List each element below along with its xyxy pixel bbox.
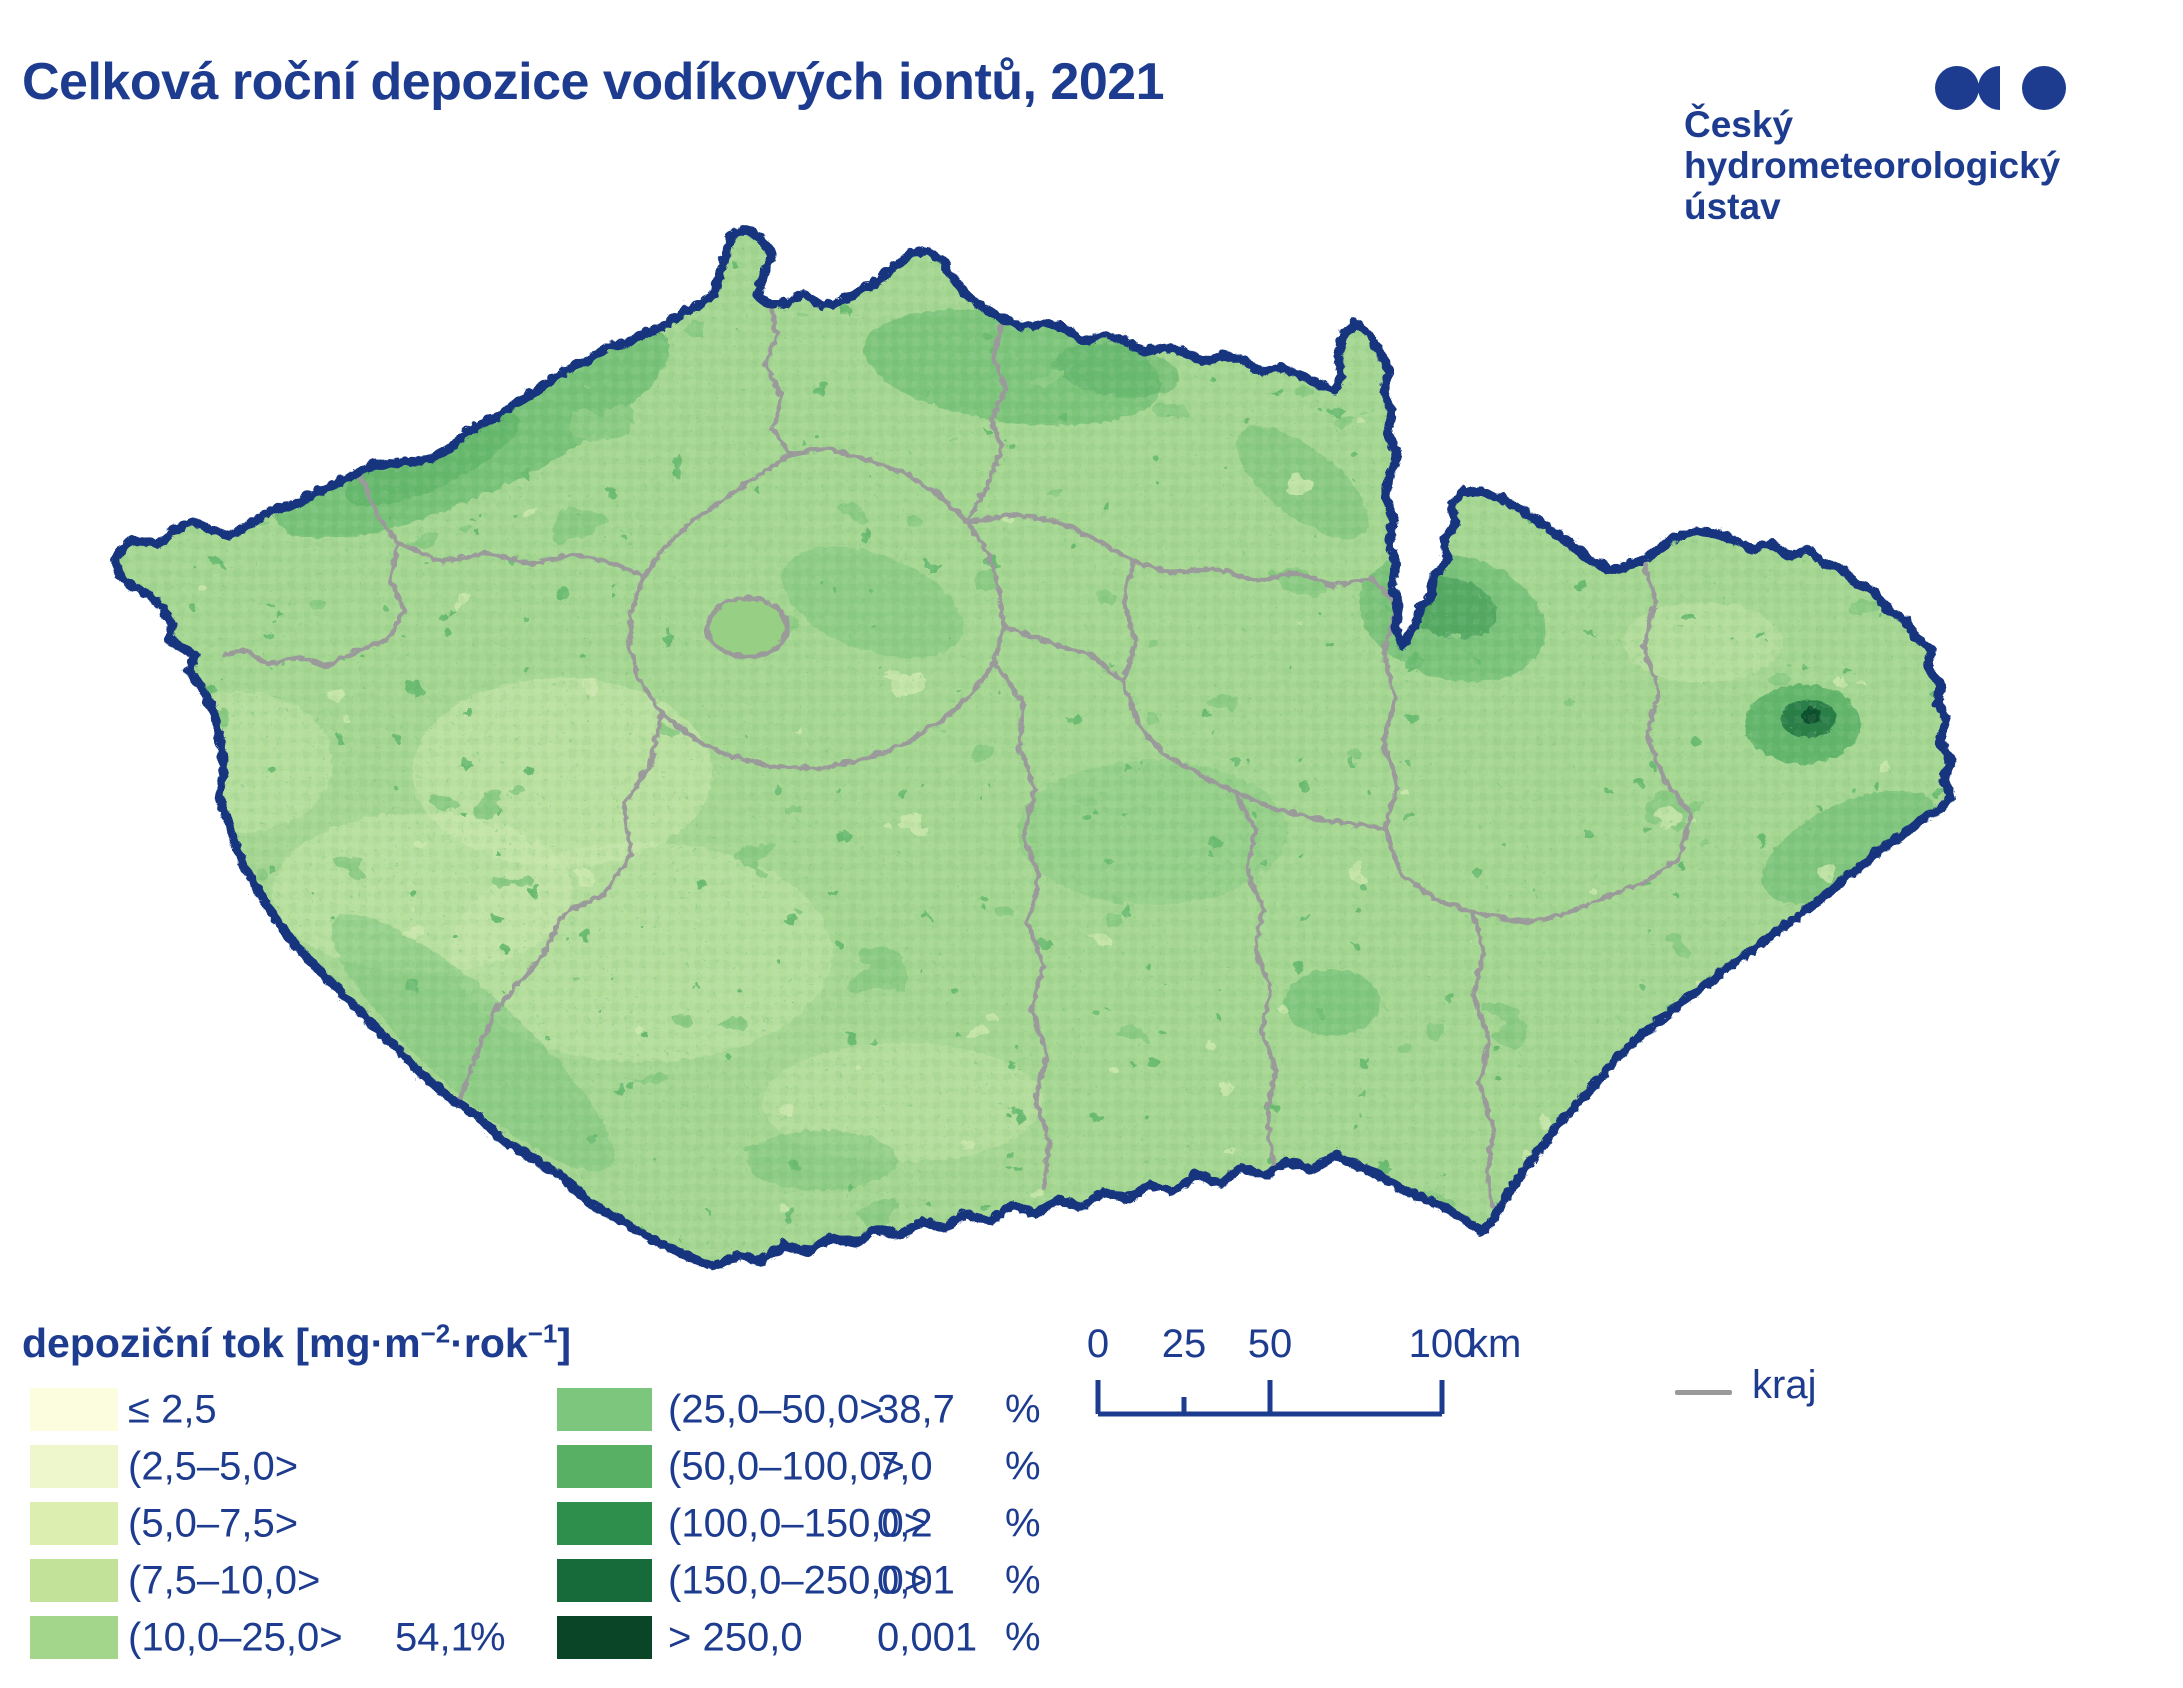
legend-item: (10,0–25,0> 54,1 % — [30, 1615, 555, 1659]
legend-label: (10,0–25,0> — [128, 1615, 343, 1659]
legend-percent-unit: % — [470, 1615, 506, 1659]
legend-unit-prefix: depoziční tok [mg·m — [22, 1320, 421, 1366]
legend-item: > 250,0 0,001 % — [557, 1615, 1082, 1659]
legend-item: (25,0–50,0> 38,7 % — [557, 1387, 1082, 1431]
legend-label: (50,0–100,0> — [668, 1444, 905, 1488]
legend-label: (150,0–250,0> — [668, 1558, 928, 1602]
legend-swatch — [30, 1502, 118, 1545]
legend-column-left: ≤ 2,5 (2,5–5,0> (5,0–7,5> (7,5–10,0> (10… — [30, 1387, 555, 1688]
legend-title: depoziční tok [mg·m−2·rok−1] — [22, 1320, 571, 1367]
legend-percent: 0,01 — [877, 1558, 955, 1602]
logo-text-line1: Český — [1684, 104, 1794, 145]
legend-swatch — [557, 1616, 652, 1659]
kraj-label: kraj — [1752, 1363, 1817, 1407]
legend-swatch — [30, 1616, 118, 1659]
legend-item: (100,0–150,0> 0,2 % — [557, 1501, 1082, 1545]
scale-label-0: 0 — [1086, 1322, 1110, 1366]
legend-unit-sup1: −2 — [420, 1318, 451, 1349]
legend-swatch — [30, 1559, 118, 1602]
scale-bar-ruler — [1095, 1380, 1445, 1417]
legend-item: (2,5–5,0> — [30, 1444, 555, 1488]
legend-percent: 38,7 — [877, 1387, 955, 1431]
legend-percent: 54,1 — [395, 1615, 473, 1659]
legend-item: (50,0–100,0> 7,0 % — [557, 1444, 1082, 1488]
legend-label: > 250,0 — [668, 1615, 803, 1659]
legend-label: ≤ 2,5 — [128, 1387, 217, 1431]
legend-label: (2,5–5,0> — [128, 1444, 299, 1488]
legend-percent-unit: % — [1005, 1558, 1041, 1602]
map-scale-bar: 0 25 50 100 km — [1060, 1322, 1600, 1432]
legend-item: (5,0–7,5> — [30, 1501, 555, 1545]
logo-text-line2: hydrometeorologický — [1684, 145, 2061, 186]
kraj-legend: kraj — [1675, 1363, 1895, 1428]
raster-texture — [113, 227, 1949, 1263]
legend-column-right: (25,0–50,0> 38,7 % (50,0–100,0> 7,0 % (1… — [557, 1387, 1082, 1688]
legend-label: (100,0–150,0> — [668, 1501, 928, 1545]
chmu-logo-text: Český hydrometeorologický ústav — [1684, 104, 2060, 227]
legend-label: (5,0–7,5> — [128, 1501, 299, 1545]
legend-swatch — [557, 1445, 652, 1488]
legend-swatch — [30, 1445, 118, 1488]
kraj-boundaries — [219, 298, 1692, 1208]
legend-label: (25,0–50,0> — [668, 1387, 883, 1431]
scale-unit: km — [1468, 1322, 1522, 1366]
chmu-logo-icon — [1935, 66, 2066, 110]
legend-item: (7,5–10,0> — [30, 1558, 555, 1602]
legend-swatch — [557, 1559, 652, 1602]
scale-label-50: 50 — [1247, 1322, 1293, 1366]
legend-percent-unit: % — [1005, 1501, 1041, 1545]
prague-boundary — [702, 593, 788, 657]
legend-item: (150,0–250,0> 0,01 % — [557, 1558, 1082, 1602]
legend-swatch — [557, 1502, 652, 1545]
kraj-line-swatch — [1675, 1390, 1732, 1395]
logo-text-line3: ústav — [1684, 186, 1781, 227]
legend-unit-mid: ·rok — [450, 1320, 528, 1366]
scale-label-25: 25 — [1161, 1322, 1207, 1366]
legend-percent: 0,001 — [877, 1615, 978, 1659]
page-title: Celková roční depozice vodíkových iontů,… — [22, 53, 1165, 111]
legend-percent-unit: % — [1005, 1387, 1041, 1431]
legend-percent: 0,2 — [877, 1501, 933, 1545]
legend-label: (7,5–10,0> — [128, 1558, 321, 1602]
legend-percent: 7,0 — [877, 1444, 933, 1488]
legend-unit-sup2: −1 — [527, 1318, 558, 1349]
legend-unit-suffix: ] — [557, 1320, 572, 1366]
legend-percent-unit: % — [1005, 1444, 1041, 1488]
legend-item: ≤ 2,5 — [30, 1387, 555, 1431]
legend-swatch — [30, 1388, 118, 1431]
legend-swatch — [557, 1388, 652, 1431]
legend-percent-unit: % — [1005, 1615, 1041, 1659]
scale-label-100: 100 — [1408, 1322, 1476, 1366]
